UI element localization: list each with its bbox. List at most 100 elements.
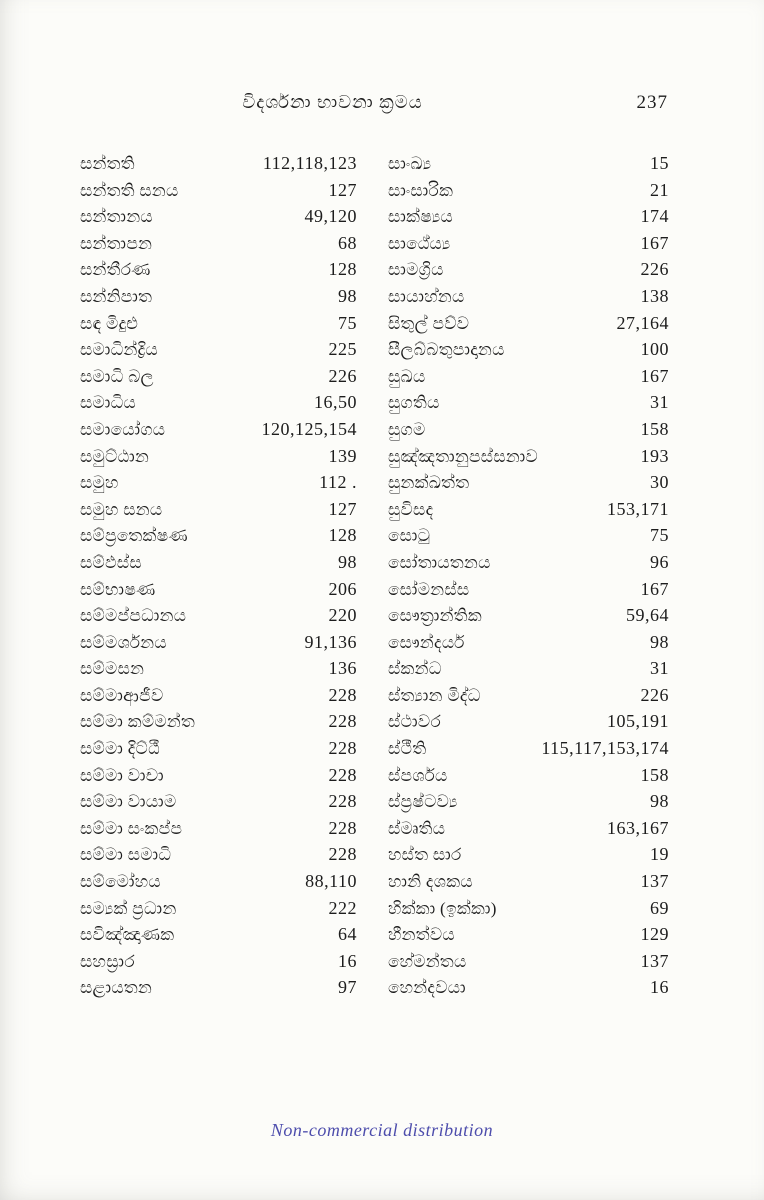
index-entry: සුඛය 167	[388, 363, 669, 390]
index-term: සමායෝගය	[80, 419, 166, 439]
index-term: හික්කා (ඉක්කා)	[388, 898, 497, 918]
index-term: සාක්ෂ්‍යය	[388, 207, 454, 227]
index-term: සම්මා කම්මන්ත	[80, 712, 196, 732]
index-page-numbers: 158	[640, 418, 669, 439]
index-page-numbers: 120,125,154	[261, 418, 357, 439]
index-page-numbers: 228	[328, 791, 357, 812]
index-term: සාංසාරික	[388, 180, 454, 200]
index-entry: සමායෝගය 120,125,154	[80, 416, 357, 443]
index-entry: සන්තති 112,118,123	[80, 150, 357, 177]
index-term: සොටු	[388, 526, 431, 546]
index-term: සම්‍යක් ප්‍රධාන	[80, 898, 177, 918]
index-term: සීලබ්බතුපාදානය	[388, 340, 505, 360]
index-page-numbers: 127	[328, 498, 357, 519]
index-entry: සාක්ෂ්‍යය 174	[388, 203, 669, 230]
index-page-numbers: 225	[328, 339, 357, 360]
index-page-numbers: 88,110	[305, 871, 357, 892]
index-entry: සම්මා කම්මන්ත 228	[80, 708, 357, 735]
index-page-numbers: 228	[328, 764, 357, 785]
index-entry: සන්තාපන 68	[80, 230, 357, 257]
index-page-numbers: 129	[640, 924, 669, 945]
index-entry: සම්මා දිට්ඨී 228	[80, 735, 357, 762]
index-page-numbers: 49,120	[304, 206, 357, 227]
index-entry: ස්මෘතිය 163,167	[388, 815, 669, 842]
index-page-numbers: 193	[640, 445, 669, 466]
index-entry: සම්මා වාචා 228	[80, 762, 357, 789]
index-page-numbers: 100	[640, 339, 669, 360]
index-entry: සමුට්ඨාන 139	[80, 443, 357, 470]
index-page-numbers: 91,136	[304, 631, 357, 652]
index-page-numbers: 226	[640, 259, 669, 280]
index-entry: සඳ මිදුළු 75	[80, 310, 357, 337]
index-term: සුගතිය	[388, 393, 440, 413]
index-page-numbers: 105,191	[607, 711, 669, 732]
index-page-numbers: 15	[650, 153, 669, 173]
index-term: සාඨේය්‍ය	[388, 233, 451, 253]
index-entry: සම්භාෂණ 206	[80, 576, 357, 603]
index-page-numbers: 139	[328, 445, 357, 466]
index-page-numbers: 30	[650, 472, 669, 493]
index-term: සායාහ්නය	[388, 286, 465, 306]
index-entry: සම්මාආජීව 228	[80, 682, 357, 709]
index-term: සම්මා වාචා	[80, 765, 164, 785]
index-entry: සුඤ්ඤතානුපස්සනාව 193	[388, 443, 669, 470]
index-page-numbers: 98	[650, 631, 669, 652]
index-page-numbers: 228	[328, 844, 357, 865]
index-term: ස්ථාවර	[388, 712, 442, 732]
index-page-numbers: 206	[328, 578, 357, 599]
index-page-numbers: 226	[640, 684, 669, 705]
index-term: සෞත්‍රාන්තික	[388, 606, 482, 626]
index-page-numbers: 137	[640, 950, 669, 971]
index-term: සමුට්ඨාන	[80, 446, 150, 466]
index-page-numbers: 228	[328, 711, 357, 732]
index-entry: සම්ප්‍රතෙක්ෂණ 128	[80, 522, 357, 549]
index-entry: සායාහ්නය 138	[388, 283, 669, 310]
index-term: සම්මා වායාම	[80, 792, 177, 812]
index-entry: සොටු 75	[388, 522, 669, 549]
index-term: සම්මා සමාධි	[80, 845, 172, 865]
index-term: සම්මා දිට්ඨී	[80, 739, 160, 759]
index-term: සඳ මිදුළු	[80, 313, 139, 333]
index-term: සුඤ්ඤතානුපස්සනාව	[388, 446, 539, 466]
index-entry: සාංසාරික 21	[388, 177, 669, 204]
index-entry: සම්මෝහය 88,110	[80, 868, 357, 895]
index-page-numbers: 31	[650, 392, 669, 413]
index-entry: හෙන්දවයා 16	[388, 974, 669, 1001]
index-page-numbers: 128	[328, 525, 357, 546]
index-term: සන්තීරණ	[80, 260, 151, 280]
index-entry: සම්ඵස්ස 98	[80, 549, 357, 576]
index-page-numbers: 16,50	[314, 392, 357, 413]
index-term: සාමග්‍රිය	[388, 260, 444, 280]
index-term: සුනක්ඛත්ත	[388, 473, 470, 493]
index-term: සමාධි බල	[80, 366, 154, 386]
index-page-numbers: 64	[338, 924, 357, 945]
index-page-numbers: 167	[640, 232, 669, 253]
index-entry: සළායතන 97	[80, 974, 357, 1001]
index-term: සම්ප්‍රතෙක්ෂණ	[80, 526, 188, 546]
index-entry: සම්මසන 136	[80, 655, 357, 682]
index-column-right: සාංඛ්‍ය 15 සාංසාරික 21 සාක්ෂ්‍යය 174 සාඨේය්‍ය 1…	[388, 150, 669, 1001]
index-entry: සම්මා සමාධි 228	[80, 841, 357, 868]
index-page-numbers: 16	[650, 977, 669, 998]
index-entry: හීනත්වය 129	[388, 921, 669, 948]
index-term: සන්තති	[80, 154, 135, 173]
index-term: සන්තාපන	[80, 233, 153, 253]
index-term: සම්මාආජීව	[80, 685, 164, 705]
index-entry: සුගම 158	[388, 416, 669, 443]
index-page-numbers: 98	[338, 551, 357, 572]
index-term: සෝතායතනය	[388, 552, 491, 572]
index-entry: හස්ත සාර 19	[388, 841, 669, 868]
index-page-numbers: 115,117,153,174	[541, 738, 669, 759]
index-term: සෞන්දර්ය	[388, 632, 465, 652]
index-entry: සම්මා සංකප්ප 228	[80, 815, 357, 842]
index-page-numbers: 112 .	[319, 472, 357, 493]
index-entry: සීලබ්බතුපාදානය 100	[388, 336, 669, 363]
index-page-numbers: 16	[338, 950, 357, 971]
index-page-numbers: 128	[328, 259, 357, 280]
index-column-left: සන්තති 112,118,123 සන්තති සනය 127 සන්තානය 49,…	[80, 150, 357, 1001]
index-page-numbers: 153,171	[607, 498, 669, 519]
index-page-numbers: 19	[650, 844, 669, 865]
index-term: සම්මර්ශනය	[80, 632, 167, 652]
index-page-numbers: 167	[640, 578, 669, 599]
page-number: 237	[636, 92, 668, 113]
